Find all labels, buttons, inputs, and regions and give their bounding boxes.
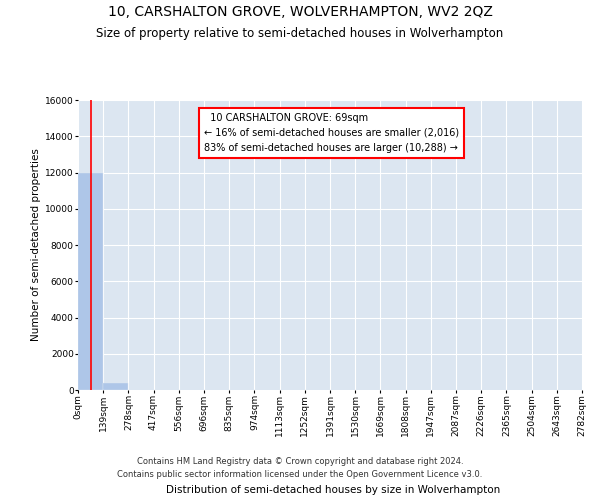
Bar	[78, 172, 103, 390]
Y-axis label: Number of semi-detached properties: Number of semi-detached properties	[31, 148, 41, 342]
Bar	[103, 383, 128, 390]
Text: Contains HM Land Registry data © Crown copyright and database right 2024.
Contai: Contains HM Land Registry data © Crown c…	[118, 458, 482, 479]
Text: 10 CARSHALTON GROVE: 69sqm  
← 16% of semi-detached houses are smaller (2,016)
8: 10 CARSHALTON GROVE: 69sqm ← 16% of semi…	[204, 113, 459, 152]
Text: Distribution of semi-detached houses by size in Wolverhampton: Distribution of semi-detached houses by …	[166, 485, 500, 495]
Text: 10, CARSHALTON GROVE, WOLVERHAMPTON, WV2 2QZ: 10, CARSHALTON GROVE, WOLVERHAMPTON, WV2…	[107, 5, 493, 19]
Text: Size of property relative to semi-detached houses in Wolverhampton: Size of property relative to semi-detach…	[97, 28, 503, 40]
